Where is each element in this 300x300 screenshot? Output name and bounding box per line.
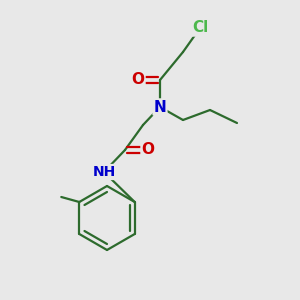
Text: O: O xyxy=(131,73,145,88)
Text: NH: NH xyxy=(92,165,116,179)
Text: Cl: Cl xyxy=(192,20,208,35)
Text: O: O xyxy=(142,142,154,158)
Text: N: N xyxy=(154,100,166,115)
